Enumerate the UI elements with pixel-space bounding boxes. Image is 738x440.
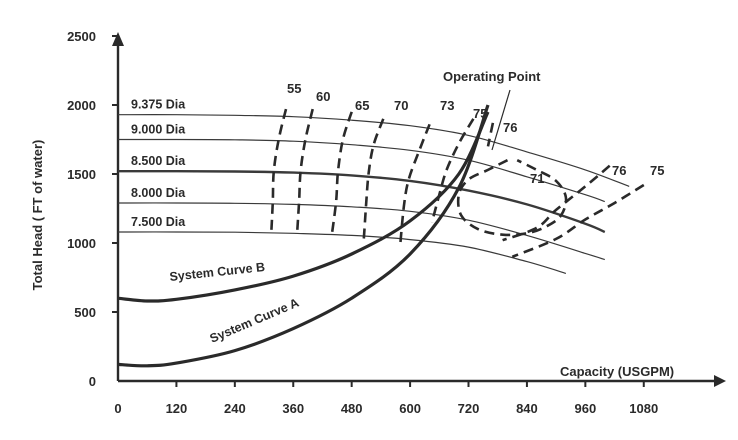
system-curves: System Curve B System Curve A — [117, 104, 490, 368]
system-curve-a — [117, 104, 490, 368]
x-tick-label: 0 — [114, 401, 121, 416]
efficiency-label: 60 — [316, 89, 330, 104]
y-tick-label: 500 — [74, 305, 96, 320]
impeller-curve-2 — [118, 138, 606, 203]
y-tick-label: 2000 — [67, 98, 96, 113]
impeller-curve-5 — [117, 231, 567, 274]
efficiency-label: 65 — [355, 98, 369, 113]
efficiency-label: 55 — [287, 81, 301, 96]
x-tick-label: 720 — [458, 401, 480, 416]
efficiency-contours: 55 60 65 70 73 75 76 71 76 75 — [270, 81, 664, 259]
efficiency-label: 73 — [440, 98, 454, 113]
impeller-curve-4 — [117, 202, 605, 261]
efficiency-label: 70 — [394, 98, 408, 113]
y-axis-label: Total Head ( FT of water) — [30, 140, 45, 291]
impeller-curves: 9.375 Dia 9.000 Dia 8.500 Dia 8.000 Dia 7.50… — [117, 98, 630, 274]
efficiency-contour-76 — [502, 164, 611, 242]
y-tick-label: 0 — [89, 374, 96, 389]
x-tick-label: 360 — [282, 401, 304, 416]
axes: 0 120 240 360 480 600 720 840 960 1080 0 500 1000 150… — [30, 29, 726, 416]
efficiency-label: 76 — [612, 163, 626, 178]
y-tick-label: 2500 — [67, 29, 96, 44]
efficiency-label: 75 — [650, 163, 664, 178]
efficiency-contour-75 — [511, 183, 645, 259]
x-tick-label: 120 — [166, 401, 188, 416]
efficiency-label: 71 — [530, 171, 544, 186]
x-axis-label: Capacity (USGPM) — [560, 364, 674, 379]
y-tick-label: 1500 — [67, 167, 96, 182]
impeller-curve-3 — [118, 170, 606, 234]
x-tick-label: 600 — [399, 401, 421, 416]
x-axis-arrow — [714, 375, 726, 387]
operating-point-pointer — [491, 89, 511, 151]
system-curve-b — [117, 111, 490, 303]
impeller-curve-label: 8.000 Dia — [131, 186, 186, 200]
efficiency-contour-60 — [295, 108, 314, 233]
x-tick-label: 840 — [516, 401, 538, 416]
annotations: Operating Point — [443, 69, 541, 151]
y-tick-label: 1000 — [67, 236, 96, 251]
x-tick-label: 240 — [224, 401, 246, 416]
impeller-curve-label: 8.500 Dia — [131, 154, 186, 168]
impeller-curve-label: 9.375 Dia — [131, 98, 186, 112]
x-tick-label: 960 — [574, 401, 596, 416]
x-tick-label: 480 — [341, 401, 363, 416]
efficiency-contour-65 — [330, 111, 353, 233]
efficiency-contour-70 — [362, 118, 385, 240]
system-curve-a-label: System Curve A — [208, 296, 301, 346]
impeller-curve-label: 7.500 Dia — [131, 215, 186, 229]
efficiency-contour-75 — [430, 118, 475, 223]
operating-point-label: Operating Point — [443, 69, 541, 84]
system-curve-b-label: System Curve B — [169, 260, 266, 284]
efficiency-contour-76 — [486, 122, 495, 147]
efficiency-label: 76 — [503, 120, 517, 135]
efficiency-contour-71 — [456, 159, 568, 237]
impeller-curve-label: 9.000 Dia — [131, 123, 186, 137]
efficiency-label: 75 — [473, 106, 487, 121]
x-tick-label: 1080 — [629, 401, 658, 416]
efficiency-contour-55 — [270, 108, 288, 233]
y-axis-arrow — [112, 32, 124, 46]
efficiency-contour-73 — [399, 123, 431, 244]
impeller-curve-1 — [117, 114, 630, 187]
